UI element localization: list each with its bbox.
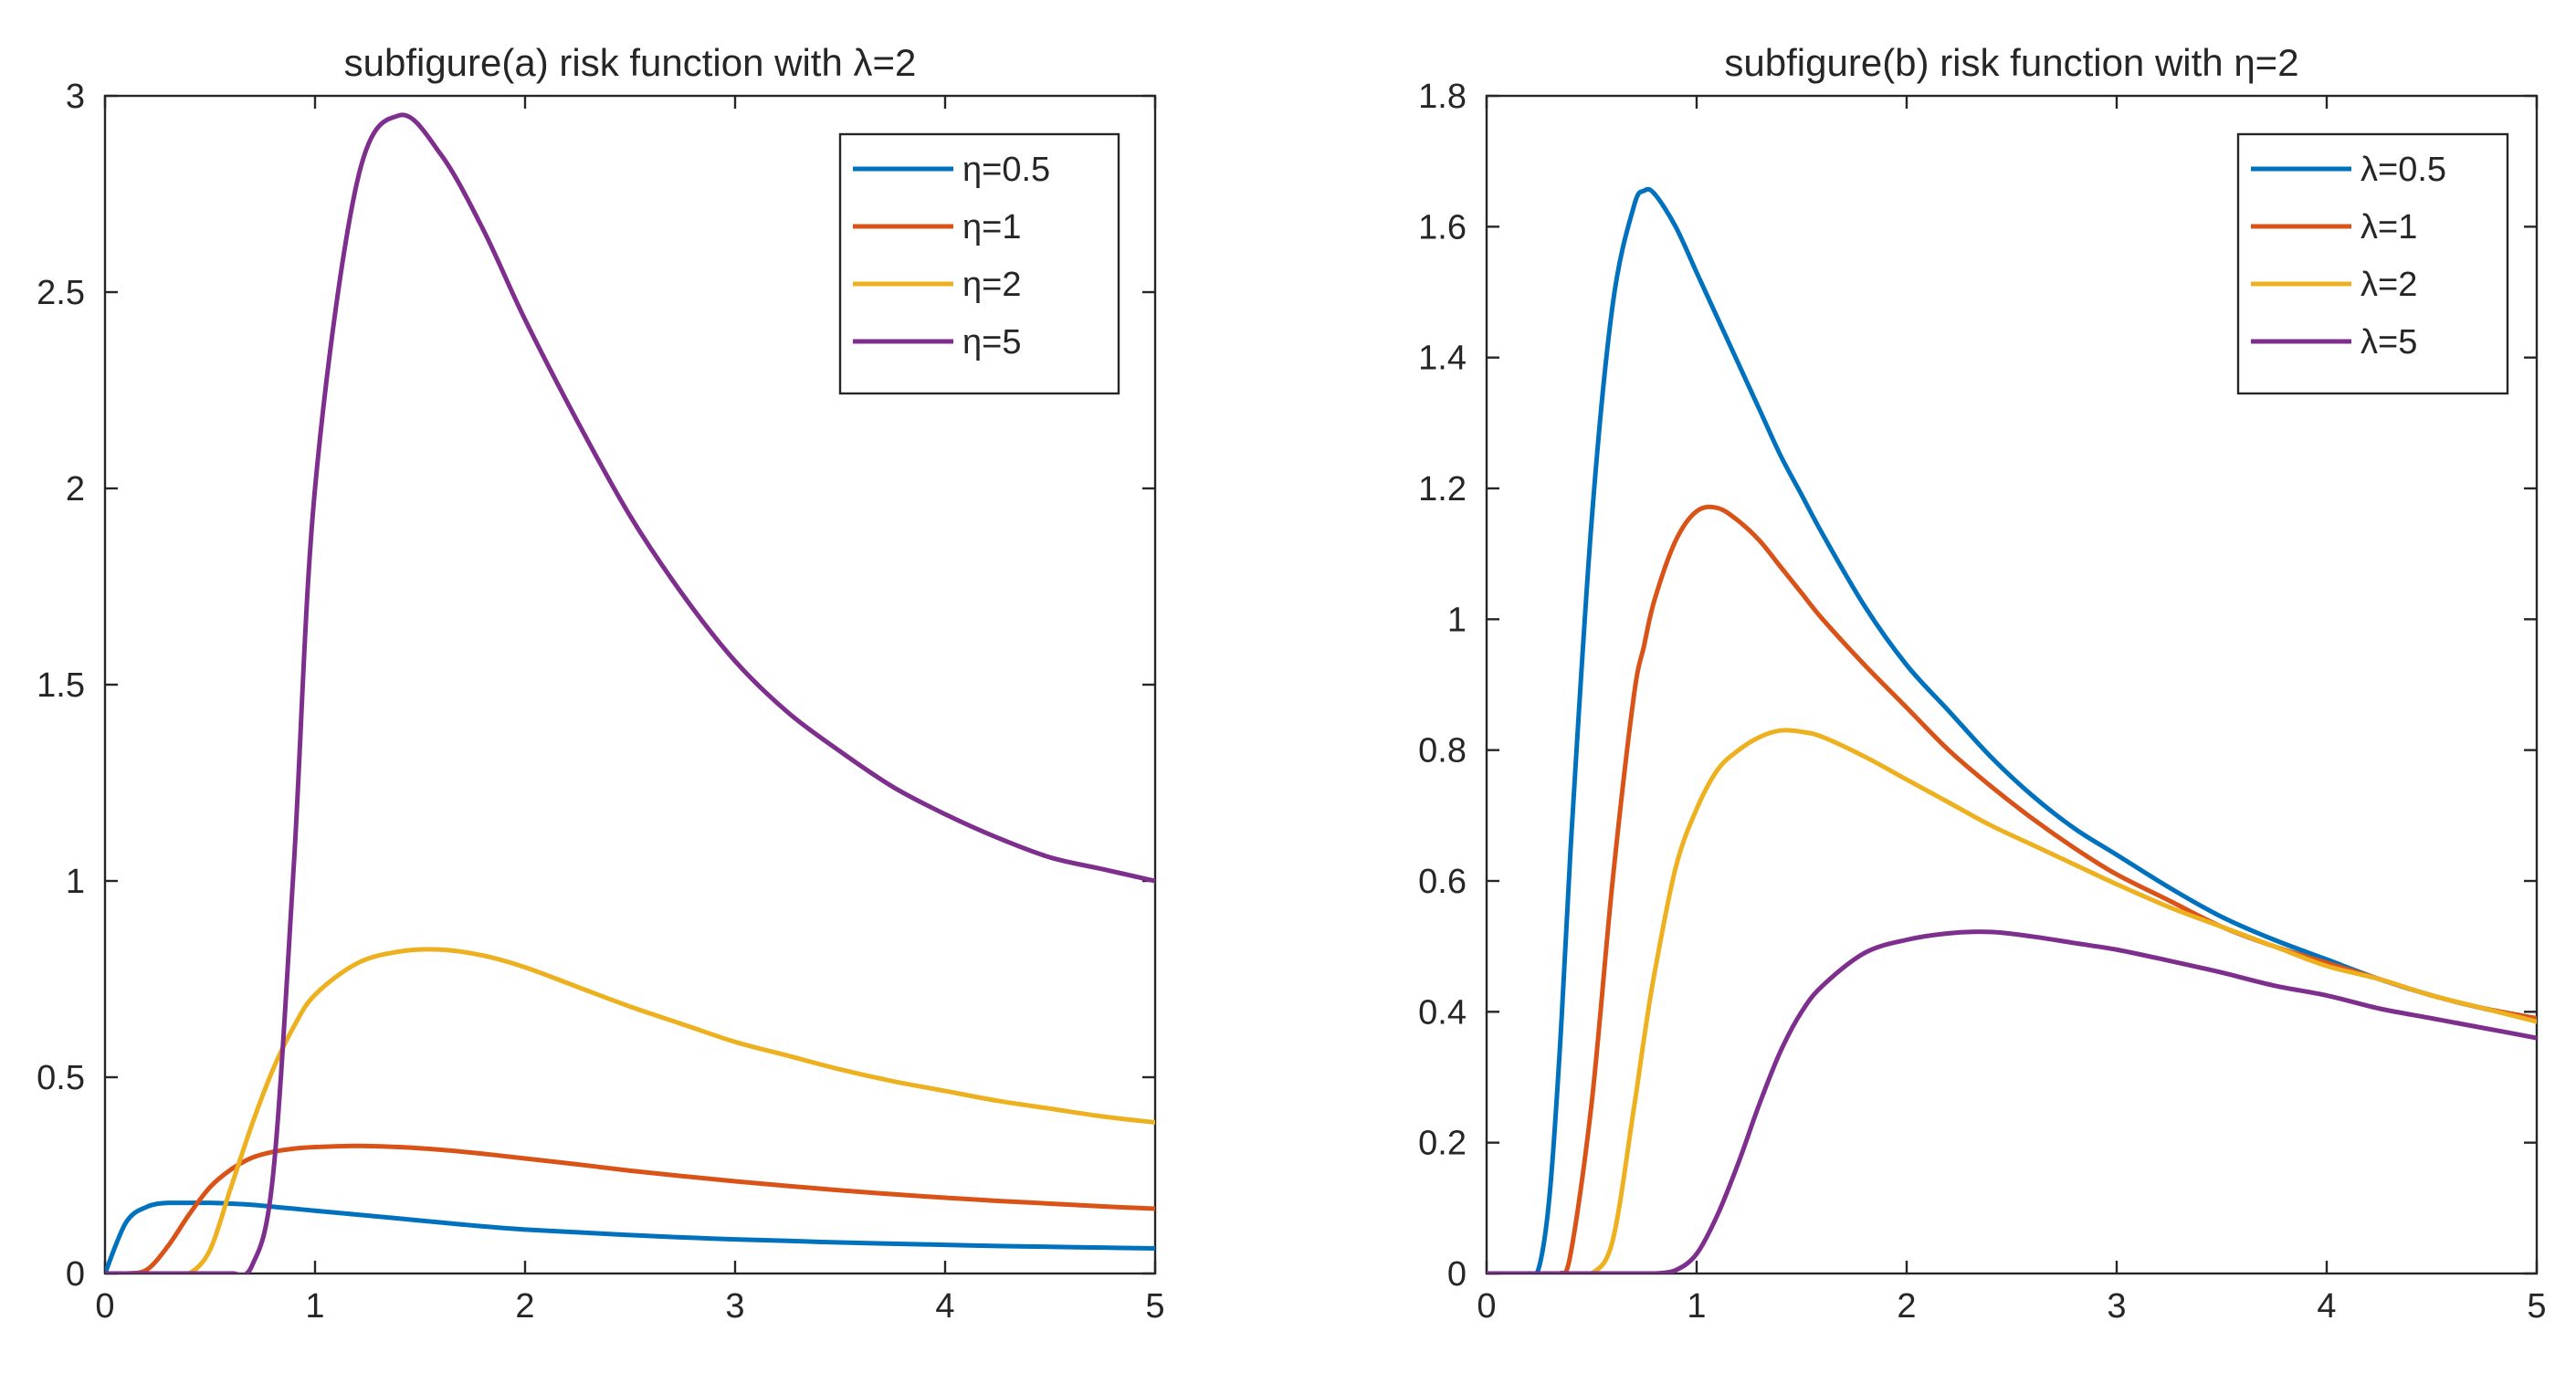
x-tick-label: 0: [1477, 1287, 1496, 1326]
series-line-3: [1487, 728, 2537, 1273]
x-tick-label: 4: [935, 1287, 954, 1326]
chart-panel-b: subfigure(b) risk function with η=2 0 1 2 3 4…: [1418, 41, 2546, 1326]
y-tick-label: 0.2: [1418, 1125, 1467, 1163]
series-line-4: [1487, 929, 2537, 1273]
legend-label: η=2: [962, 266, 1021, 304]
legend-label: λ=5: [2360, 323, 2417, 362]
y-tick-label: 1.6: [1418, 208, 1467, 246]
chart-panel-a: subfigure(a) risk function with λ=2 0 1 2 3 4…: [37, 41, 1164, 1326]
legend-label: λ=2: [2360, 266, 2417, 304]
y-tick-label: 1.5: [37, 666, 85, 705]
y-tick-label: 0.8: [1418, 732, 1467, 770]
y-tick-label: 1.8: [1418, 78, 1467, 116]
x-tick-label: 1: [1687, 1287, 1706, 1326]
y-tick-label: 0: [1447, 1255, 1467, 1294]
x-tick-label: 3: [2107, 1287, 2126, 1326]
x-tick-label: 5: [2527, 1287, 2546, 1326]
y-tick-label: 3: [66, 78, 85, 116]
x-tick-label: 2: [1897, 1287, 1916, 1326]
series-group: [105, 112, 1155, 1273]
legend-box: [2236, 132, 2509, 395]
y-tick-label: 0.6: [1418, 863, 1467, 901]
x-tick-label: 3: [725, 1287, 744, 1326]
legend-label: λ=0.5: [2360, 151, 2446, 189]
legend-label: η=5: [962, 323, 1021, 362]
x-tick-label: 4: [2317, 1287, 2336, 1326]
y-tick-label: 0: [66, 1255, 85, 1294]
y-tick-label: 1.4: [1418, 340, 1467, 378]
y-tick-label: 1: [1447, 601, 1467, 639]
y-tick-label: 2: [66, 470, 85, 508]
y-tick-label: 1.2: [1418, 470, 1467, 508]
series-line-3: [105, 947, 1155, 1273]
x-tick-label: 2: [515, 1287, 534, 1326]
y-tick-label: 1: [66, 863, 85, 901]
legend-box: [838, 132, 1120, 395]
series-line-2: [105, 1143, 1155, 1273]
legend-label: λ=1: [2360, 208, 2417, 246]
legend: η=0.5 η=1 η=2 η=5: [838, 132, 1120, 395]
series-line-1: [1487, 186, 2537, 1273]
y-tick-label: 0.5: [37, 1059, 85, 1097]
x-tick-label: 5: [1145, 1287, 1164, 1326]
legend-label: η=1: [962, 208, 1021, 246]
x-tick-label: 0: [95, 1287, 114, 1326]
y-tick-label: 2.5: [37, 274, 85, 312]
legend: λ=0.5 λ=1 λ=2 λ=5: [2236, 132, 2509, 395]
y-tick-label: 0.4: [1418, 993, 1467, 1032]
legend-label: η=0.5: [962, 151, 1050, 189]
chart-title: subfigure(a) risk function with λ=2: [344, 41, 917, 84]
x-tick-label: 1: [305, 1287, 324, 1326]
series-group: [1487, 186, 2537, 1273]
chart-title: subfigure(b) risk function with η=2: [1724, 41, 2298, 84]
series-line-4: [105, 112, 1155, 1273]
